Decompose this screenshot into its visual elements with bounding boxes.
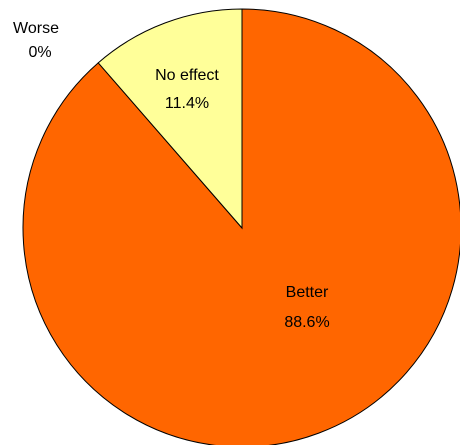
slice-label-worse: Worse: [13, 20, 59, 37]
pie-slices: [22, 8, 460, 445]
pie-slice-better: [22, 8, 460, 445]
slice-value-worse: 0%: [28, 44, 51, 61]
pie-labels: Better 88.6% No effect 11.4% Worse 0%: [13, 20, 330, 331]
pie-slice-no-effect: [97, 8, 243, 230]
slice-value-better: 88.6%: [284, 314, 329, 331]
slice-label-no-effect: No effect: [155, 67, 219, 84]
slice-label-better: Better: [286, 284, 329, 301]
slice-value-no-effect: 11.4%: [165, 95, 209, 112]
